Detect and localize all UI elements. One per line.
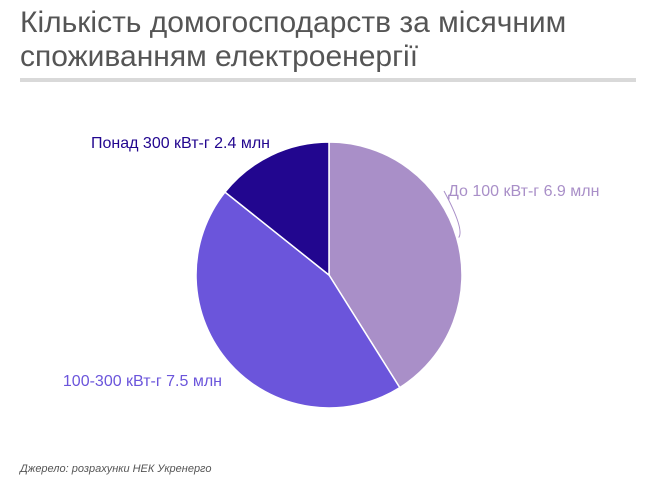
- title-divider: [20, 78, 636, 82]
- slice-label-1: До 100 кВт-г 6.9 млн: [448, 183, 599, 200]
- pie-slice-3: [223, 141, 330, 277]
- slice-label-2: 100-300 кВт-г 7.5 млн: [63, 373, 222, 390]
- slice-label-3: Понад 300 кВт-г 2.4 млн: [91, 135, 270, 152]
- pie-slice-1: [328, 141, 463, 389]
- pie-slice-2: [195, 191, 401, 409]
- chart-title: Кількість домогосподарств за місячним сп…: [20, 6, 567, 73]
- source-note: Джерело: розрахунки НЕК Укренерго: [20, 463, 212, 475]
- leader-line-1: [443, 190, 461, 238]
